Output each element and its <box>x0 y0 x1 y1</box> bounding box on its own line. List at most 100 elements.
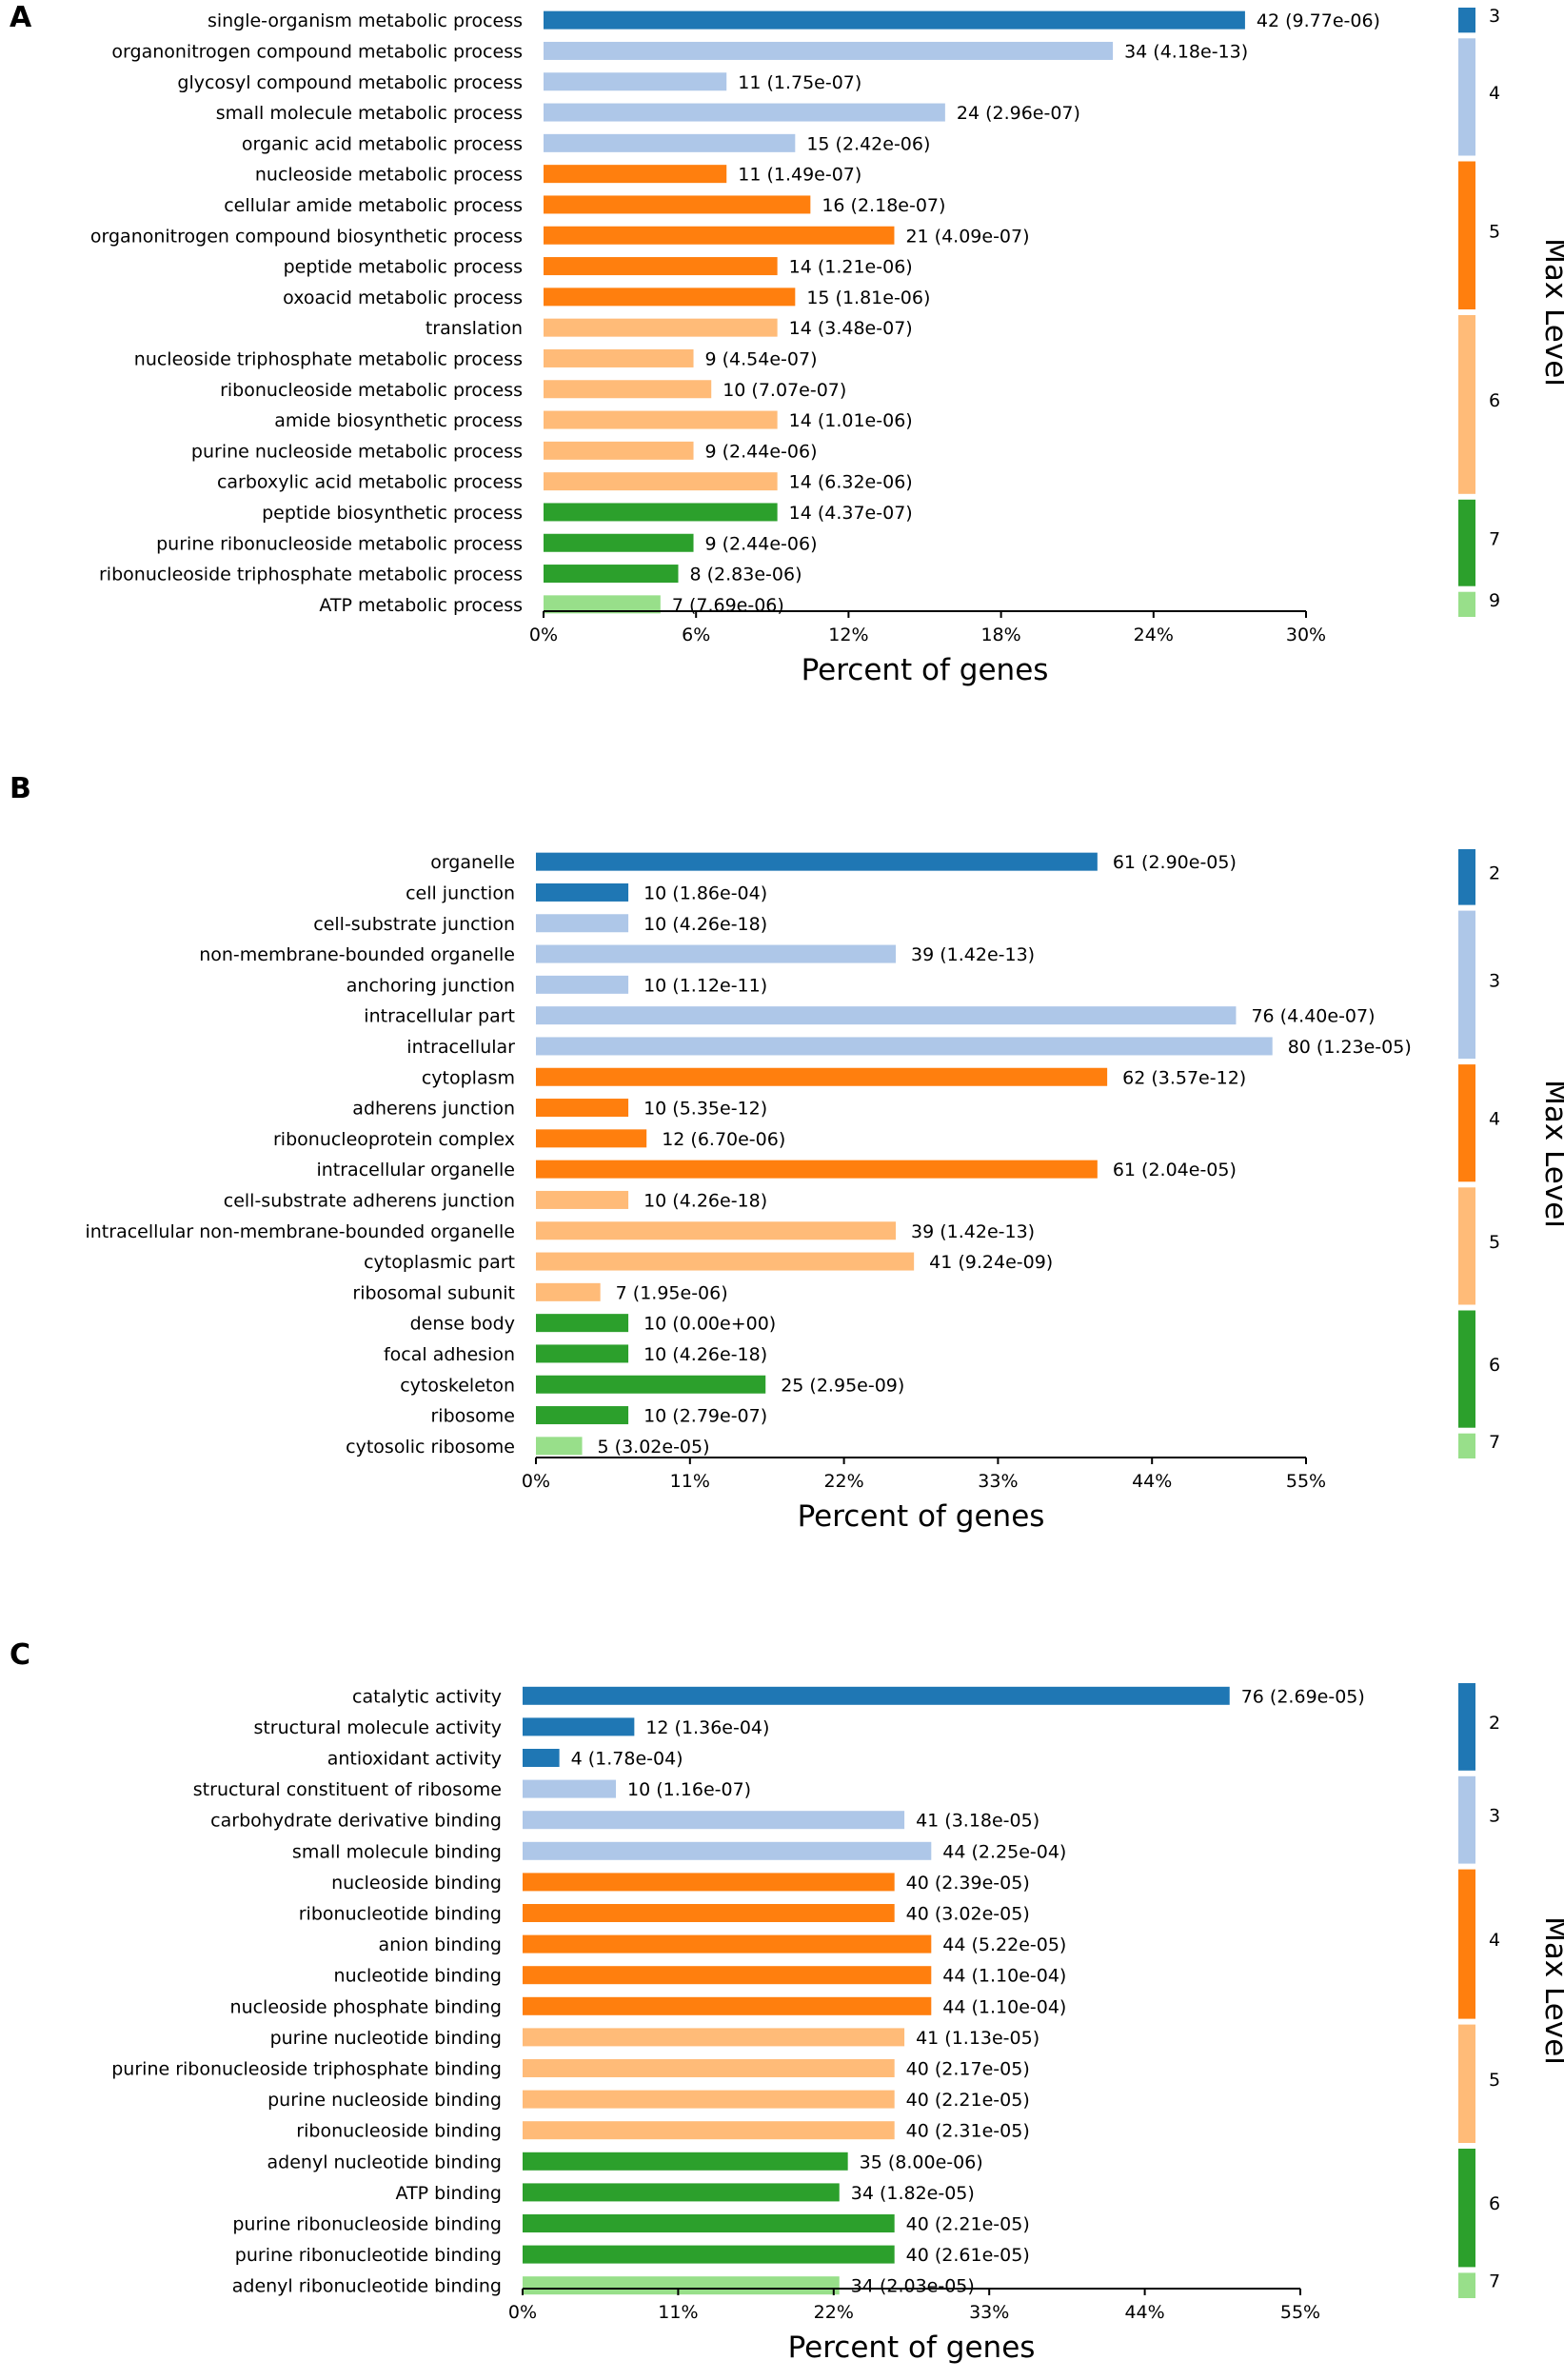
bar <box>536 1314 629 1333</box>
bar-value-label: 4 (1.78e-04) <box>571 1749 683 1770</box>
legend-level-label: 2 <box>1489 1713 1500 1734</box>
bar-value-label: 44 (1.10e-04) <box>942 1966 1066 1987</box>
category-label: small molecule binding <box>292 1841 502 1862</box>
bar-value-label: 44 (1.10e-04) <box>942 1996 1066 2017</box>
bar <box>544 441 694 460</box>
category-label: glycosyl compound metabolic process <box>177 72 523 93</box>
x-tick-label: 6% <box>682 625 710 645</box>
x-tick-label: 11% <box>658 2302 698 2323</box>
legend-level-label: 4 <box>1489 1109 1500 1130</box>
category-label: ribonucleoside triphosphate metabolic pr… <box>99 565 523 585</box>
category-label: ribosomal subunit <box>352 1282 515 1303</box>
category-label: organonitrogen compound metabolic proces… <box>111 41 523 62</box>
category-label: cell-substrate adherens junction <box>224 1190 515 1211</box>
x-tick-label: 44% <box>1132 1471 1172 1492</box>
legend-level-label: 4 <box>1489 1930 1500 1951</box>
bar <box>536 944 897 963</box>
panel-label: A <box>10 1 32 34</box>
bar <box>544 103 945 122</box>
bar <box>523 1811 905 1830</box>
bar <box>536 1437 583 1456</box>
bar <box>523 1873 895 1892</box>
bar <box>536 883 629 902</box>
legend-level-label: 5 <box>1489 1232 1500 1253</box>
x-tick-label: 12% <box>828 625 868 645</box>
x-axis-label: Percent of genes <box>798 1499 1045 1534</box>
category-label: dense body <box>410 1314 515 1335</box>
bar-value-label: 34 (1.82e-05) <box>851 2183 975 2204</box>
bar-value-label: 10 (0.00e+00) <box>643 1314 776 1335</box>
x-tick-label: 0% <box>508 2302 537 2323</box>
legend-title: Max Level <box>1538 1916 1564 2065</box>
bar <box>544 533 694 552</box>
legend-swatch <box>1458 2149 1475 2268</box>
bar <box>523 2245 895 2264</box>
bar-value-label: 61 (2.04e-05) <box>1113 1160 1237 1180</box>
bar-value-label: 14 (1.01e-06) <box>789 410 913 431</box>
legend-swatch <box>1458 1775 1475 1864</box>
legend-swatch <box>1458 1869 1475 2019</box>
legend-level-label: 7 <box>1489 2271 1500 2292</box>
bar <box>523 1717 635 1736</box>
category-label: antioxidant activity <box>327 1749 502 1770</box>
category-label: single-organism metabolic process <box>208 10 523 31</box>
bar-value-label: 5 (3.02e-05) <box>598 1437 710 1458</box>
bar <box>523 1996 932 2015</box>
category-label: adherens junction <box>352 1099 515 1120</box>
bar <box>544 288 796 307</box>
bar <box>536 1344 629 1363</box>
bar <box>544 348 694 367</box>
legend-swatch <box>1458 910 1475 1060</box>
category-label: nucleoside triphosphate metabolic proces… <box>134 348 523 369</box>
category-label: catalytic activity <box>352 1686 502 1707</box>
legend-level-label: 5 <box>1489 2070 1500 2091</box>
category-label: cytoskeleton <box>400 1375 515 1396</box>
category-label: intracellular organelle <box>316 1160 515 1180</box>
legend-level-label: 2 <box>1489 863 1500 883</box>
legend-swatch <box>1458 2272 1475 2298</box>
bar-value-label: 34 (4.18e-13) <box>1124 41 1248 62</box>
category-label: cytoplasm <box>422 1067 515 1088</box>
bar-value-label: 10 (4.26e-18) <box>643 914 767 935</box>
category-label: structural constituent of ribosome <box>193 1779 502 1800</box>
bar <box>523 1749 560 1767</box>
bar-value-label: 14 (4.37e-07) <box>789 503 913 524</box>
bar-value-label: 39 (1.42e-13) <box>911 1221 1035 1242</box>
bar-value-label: 44 (2.25e-04) <box>942 1841 1066 1862</box>
x-tick-label: 0% <box>522 1471 550 1492</box>
bar-value-label: 10 (7.07e-07) <box>723 380 846 401</box>
bar <box>536 1221 897 1240</box>
category-label: small molecule metabolic process <box>216 103 523 124</box>
bar-value-label: 7 (7.69e-06) <box>672 595 784 616</box>
bar <box>544 165 727 184</box>
bar <box>544 410 778 429</box>
legend-level-label: 6 <box>1489 390 1500 411</box>
category-label: carbohydrate derivative binding <box>210 1811 502 1832</box>
x-tick-label: 44% <box>1124 2302 1164 2323</box>
legend-level-label: 7 <box>1489 528 1500 549</box>
bar <box>536 1037 1273 1056</box>
category-label: oxoacid metabolic process <box>283 288 523 308</box>
bar <box>536 1129 647 1148</box>
bar-value-label: 9 (2.44e-06) <box>705 441 818 462</box>
bar-value-label: 8 (2.83e-06) <box>690 565 802 585</box>
x-tick-label: 0% <box>529 625 558 645</box>
legend-swatch <box>1458 499 1475 586</box>
bar-value-label: 15 (2.42e-06) <box>806 133 930 154</box>
category-label: non-membrane-bounded organelle <box>199 944 515 965</box>
bar <box>523 1966 932 1985</box>
category-label: ribonucleoside binding <box>296 2121 502 2142</box>
category-label: nucleotide binding <box>334 1966 502 1987</box>
bar <box>536 1006 1237 1025</box>
bar-value-label: 80 (1.23e-05) <box>1288 1037 1412 1058</box>
bar <box>544 257 778 276</box>
category-label: purine nucleotide binding <box>270 2028 502 2049</box>
bar-value-label: 62 (3.57e-12) <box>1122 1067 1246 1088</box>
category-label: organelle <box>430 852 515 873</box>
bar-value-label: 40 (2.21e-05) <box>906 2090 1030 2111</box>
category-label: ribosome <box>431 1406 516 1427</box>
category-label: nucleoside metabolic process <box>255 165 523 186</box>
bar <box>536 1252 915 1271</box>
